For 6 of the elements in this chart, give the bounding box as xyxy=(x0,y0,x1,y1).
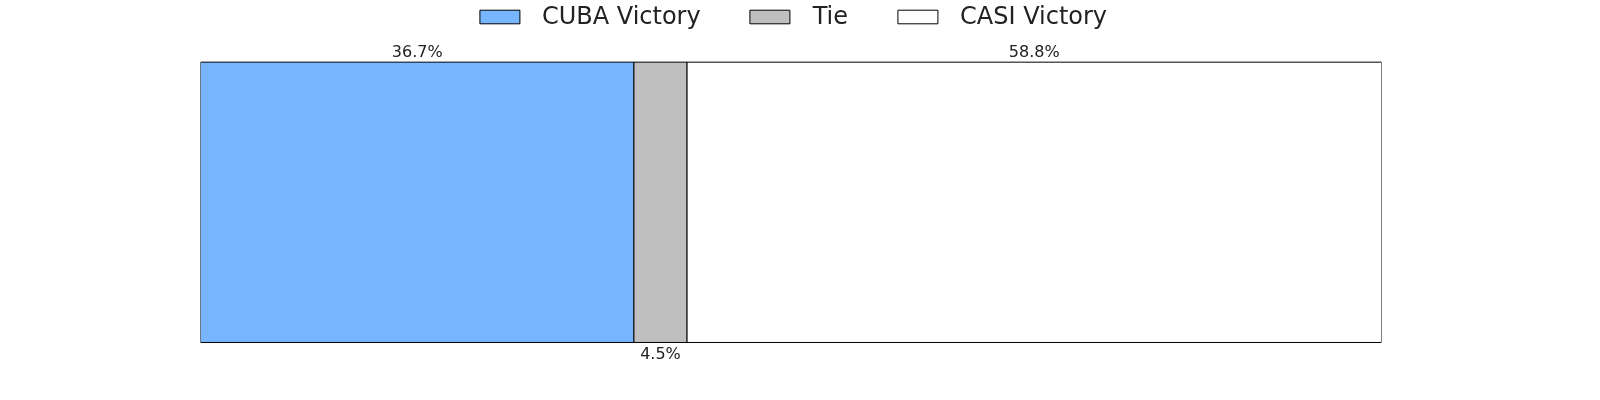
data-label: 4.5% xyxy=(640,344,681,364)
data-label: 36.7% xyxy=(391,42,443,62)
legend-label: CUBA Victory xyxy=(541,2,701,30)
data-label: 58.8% xyxy=(1008,42,1060,62)
legend-label: CASI Victory xyxy=(960,2,1108,30)
legend-label: Tie xyxy=(812,2,849,30)
